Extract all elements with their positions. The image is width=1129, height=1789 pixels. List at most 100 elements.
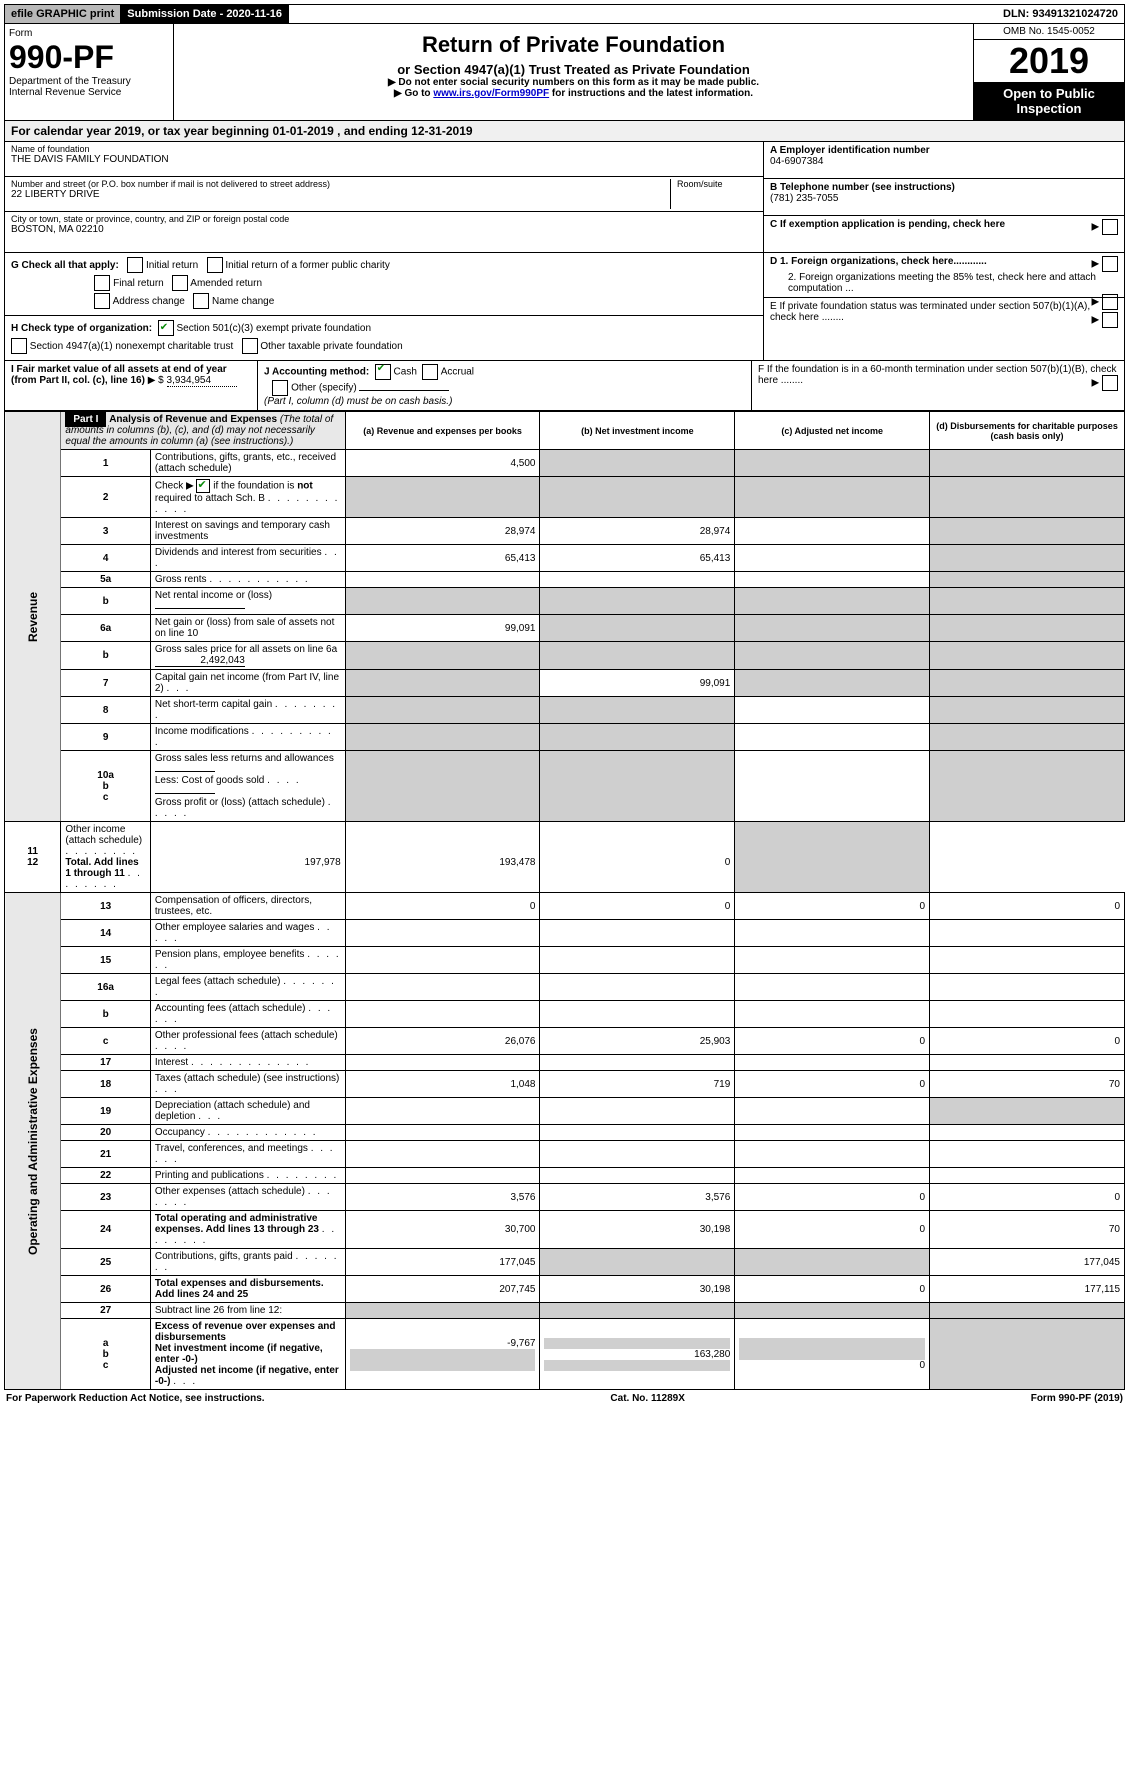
g-left: G Check all that apply: Initial return I… (5, 253, 764, 360)
fmv-row: I Fair market value of all assets at end… (4, 361, 1125, 411)
g-h-section: G Check all that apply: Initial return I… (4, 253, 1125, 361)
footer-mid: Cat. No. 11289X (610, 1393, 684, 1404)
g-final-ck[interactable] (94, 275, 110, 291)
row-1: 1Contributions, gifts, grants, etc., rec… (5, 450, 1125, 477)
row-4: 4Dividends and interest from securities … (5, 545, 1125, 572)
g-initial-return-ck[interactable] (127, 257, 143, 273)
expenses-section-label: Operating and Administrative Expenses (5, 893, 61, 1390)
tax-year: 2019 (974, 40, 1124, 82)
row-27abc: abc Excess of revenue over expenses and … (5, 1319, 1125, 1390)
irs-link[interactable]: www.irs.gov/Form990PF (433, 88, 549, 99)
phone-value: (781) 235-7055 (770, 193, 838, 204)
schb-checkbox[interactable] (196, 479, 210, 493)
j-other-ck[interactable] (272, 380, 288, 396)
dept-label: Department of the Treasury Internal Reve… (9, 76, 169, 98)
row-20: 20Occupancy . . . . . . . . . . . . (5, 1125, 1125, 1141)
footer-right: Form 990-PF (2019) (1031, 1393, 1123, 1404)
d2-checkbox[interactable] (1102, 294, 1118, 310)
j-cash-ck[interactable] (375, 364, 391, 380)
row-15: 15Pension plans, employee benefits . . .… (5, 947, 1125, 974)
d1-checkbox[interactable] (1102, 256, 1118, 272)
row-17: 17Interest . . . . . . . . . . . . . (5, 1055, 1125, 1071)
g-name-ck[interactable] (193, 293, 209, 309)
phone-label: B Telephone number (see instructions) (770, 182, 955, 193)
h-4947-ck[interactable] (11, 338, 27, 354)
fmv-cell: I Fair market value of all assets at end… (5, 361, 258, 410)
row-2: 2Check ▶ if the foundation is not requir… (5, 477, 1125, 518)
room-label: Room/suite (677, 179, 757, 189)
instr-2: ▶ Go to www.irs.gov/Form990PF for instru… (178, 88, 969, 99)
entity-block: Name of foundation THE DAVIS FAMILY FOUN… (4, 142, 1125, 253)
header-right: OMB No. 1545-0052 2019 Open to Public In… (973, 24, 1124, 120)
h-label: H Check type of organization: (11, 323, 152, 334)
col-b-header: (b) Net investment income (540, 412, 735, 450)
ein-value: 04-6907384 (770, 156, 823, 167)
e-checkbox[interactable] (1102, 312, 1118, 328)
h-501c3-ck[interactable] (158, 320, 174, 336)
row-3: 3Interest on savings and temporary cash … (5, 518, 1125, 545)
f-cell: F If the foundation is in a 60-month ter… (752, 361, 1124, 410)
calendar-year-line: For calendar year 2019, or tax year begi… (4, 121, 1125, 142)
f-checkbox[interactable] (1102, 375, 1118, 391)
row-10abc: 10abc Gross sales less returns and allow… (5, 751, 1125, 822)
row-16c: cOther professional fees (attach schedul… (5, 1028, 1125, 1055)
row-6b: bGross sales price for all assets on lin… (5, 642, 1125, 670)
c-checkbox[interactable] (1102, 219, 1118, 235)
j-accrual-ck[interactable] (422, 364, 438, 380)
c-exemption-label: C If exemption application is pending, c… (770, 219, 1005, 230)
col-d-header: (d) Disbursements for charitable purpose… (930, 412, 1125, 450)
city-label: City or town, state or province, country… (11, 214, 757, 224)
d2-label: 2. Foreign organizations meeting the 85%… (770, 272, 1118, 294)
revenue-section-label: Revenue (5, 412, 61, 822)
open-public-badge: Open to Public Inspection (974, 82, 1124, 120)
h-other-ck[interactable] (242, 338, 258, 354)
col-a-header: (a) Revenue and expenses per books (345, 412, 540, 450)
right-info-block: A Employer identification number 04-6907… (764, 142, 1124, 252)
form-header: Form 990-PF Department of the Treasury I… (4, 24, 1125, 121)
row-5a: 5aGross rents . . . . . . . . . . . (5, 572, 1125, 588)
row-22: 22Printing and publications . . . . . . … (5, 1168, 1125, 1184)
header-center: Return of Private Foundation or Section … (174, 24, 973, 120)
page-footer: For Paperwork Reduction Act Notice, see … (4, 1390, 1125, 1407)
efile-label: efile GRAPHIC print (5, 5, 121, 23)
row-16b: bAccounting fees (attach schedule) . . .… (5, 1001, 1125, 1028)
row-16a: 16aLegal fees (attach schedule) . . . . … (5, 974, 1125, 1001)
row-11-12: 1112 Other income (attach schedule) . . … (5, 822, 1125, 893)
dln-label: DLN: 93491321024720 (997, 5, 1124, 23)
row-23: 23Other expenses (attach schedule) . . .… (5, 1184, 1125, 1211)
row-8: 8Net short-term capital gain . . . . . .… (5, 697, 1125, 724)
part1-table: Revenue Part I Analysis of Revenue and E… (4, 411, 1125, 1390)
j-note: (Part I, column (d) must be on cash basi… (264, 396, 452, 407)
footer-left: For Paperwork Reduction Act Notice, see … (6, 1393, 265, 1404)
row-9: 9Income modifications . . . . . . . . . … (5, 724, 1125, 751)
j-label: J Accounting method: (264, 367, 369, 378)
row-21: 21Travel, conferences, and meetings . . … (5, 1141, 1125, 1168)
part1-title: Analysis of Revenue and Expenses (109, 414, 277, 425)
accounting-cell: J Accounting method: Cash Accrual Other … (258, 361, 752, 410)
name-address-block: Name of foundation THE DAVIS FAMILY FOUN… (5, 142, 764, 252)
row-14: 14Other employee salaries and wages . . … (5, 920, 1125, 947)
d1-label: D 1. Foreign organizations, check here..… (770, 256, 987, 267)
fmv-value: 3,934,954 (167, 375, 237, 387)
d-e-block: D 1. Foreign organizations, check here..… (764, 253, 1124, 360)
e-label: E If private foundation status was termi… (770, 301, 1090, 323)
f-label: F If the foundation is in a 60-month ter… (758, 364, 1117, 386)
foundation-name: THE DAVIS FAMILY FOUNDATION (11, 154, 757, 165)
street-address: 22 LIBERTY DRIVE (11, 189, 664, 200)
g-amended-ck[interactable] (172, 275, 188, 291)
row-27: 27Subtract line 26 from line 12: (5, 1303, 1125, 1319)
form-word: Form (9, 28, 169, 39)
j-other-fill[interactable] (359, 390, 449, 391)
g-initial-former-ck[interactable] (207, 257, 223, 273)
row-7: 7Capital gain net income (from Part IV, … (5, 670, 1125, 697)
header-left: Form 990-PF Department of the Treasury I… (5, 24, 174, 120)
row-25: 25Contributions, gifts, grants paid . . … (5, 1249, 1125, 1276)
instr-1: ▶ Do not enter social security numbers o… (178, 77, 969, 88)
row-18: 18Taxes (attach schedule) (see instructi… (5, 1071, 1125, 1098)
name-label: Name of foundation (11, 144, 757, 154)
row-13: Operating and Administrative Expenses 13… (5, 893, 1125, 920)
omb-number: OMB No. 1545-0052 (974, 24, 1124, 40)
row-24: 24Total operating and administrative exp… (5, 1211, 1125, 1249)
g-address-ck[interactable] (94, 293, 110, 309)
form-subtitle: or Section 4947(a)(1) Trust Treated as P… (178, 62, 969, 77)
